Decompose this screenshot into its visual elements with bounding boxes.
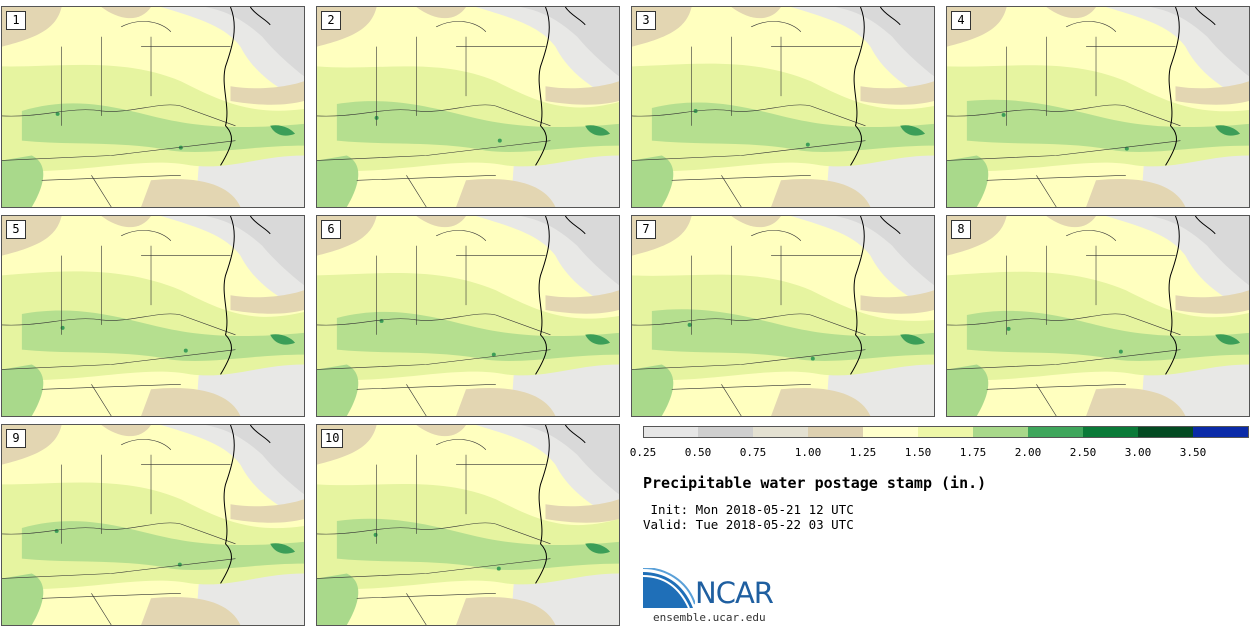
colorbar-swatch [1083, 426, 1139, 438]
stamp-number: 8 [951, 220, 971, 239]
colorbar-swatch [918, 426, 974, 438]
colorbar-tick-label: 1.25 [849, 446, 877, 459]
stamp-panel: 6 [316, 215, 620, 417]
colorbar-tick-label: 3.50 [1179, 446, 1207, 459]
ncar-logo-text: NCAR [695, 576, 774, 610]
stamp-panel: 3 [631, 6, 935, 208]
colorbar-tick-label: 0.25 [629, 446, 657, 459]
figure-title: Precipitable water postage stamp (in.) [643, 474, 987, 492]
stamp-number: 2 [321, 11, 341, 30]
precip-water-map [632, 7, 934, 207]
stamp-panel: 2 [316, 6, 620, 208]
ncar-swoosh-icon [642, 567, 696, 609]
colorbar-tick-label: 0.50 [684, 446, 712, 459]
colorbar-tick-label: 1.00 [794, 446, 822, 459]
colorbar-swatch [808, 426, 864, 438]
colorbar-tick-label: 1.50 [904, 446, 932, 459]
precip-water-map [317, 425, 619, 625]
logo-url: ensemble.ucar.edu [653, 611, 766, 624]
init-time: Init: Mon 2018-05-21 12 UTC [643, 502, 854, 517]
stamp-number: 1 [6, 11, 26, 30]
stamp-panel: 9 [1, 424, 305, 626]
precip-water-map [317, 7, 619, 207]
stamp-number: 7 [636, 220, 656, 239]
colorbar-swatch [698, 426, 754, 438]
stamp-panel: 7 [631, 215, 935, 417]
colorbar-swatch [753, 426, 809, 438]
stamp-number: 5 [6, 220, 26, 239]
precip-water-map [947, 7, 1249, 207]
stamp-number: 10 [321, 429, 344, 448]
precip-water-map [632, 216, 934, 416]
stamp-number: 9 [6, 429, 26, 448]
colorbar-tick-label: 3.00 [1124, 446, 1152, 459]
stamp-number: 4 [951, 11, 971, 30]
stamp-panel: 8 [946, 215, 1250, 417]
colorbar-swatch [643, 426, 699, 438]
stamp-number: 3 [636, 11, 656, 30]
valid-time: Valid: Tue 2018-05-22 03 UTC [643, 517, 854, 532]
colorbar-tick-label: 2.00 [1014, 446, 1042, 459]
colorbar-swatch [1193, 426, 1249, 438]
stamp-number: 6 [321, 220, 341, 239]
precip-water-map [317, 216, 619, 416]
colorbar-tick-label: 1.75 [959, 446, 987, 459]
stamp-panel: 4 [946, 6, 1250, 208]
precip-water-map [2, 7, 304, 207]
colorbar-swatch [1138, 426, 1194, 438]
colorbar-swatch [863, 426, 919, 438]
stamp-panel: 1 [1, 6, 305, 208]
ncar-logo: NCAR ensemble.ucar.edu [642, 567, 793, 624]
colorbar-tick-label: 2.50 [1069, 446, 1097, 459]
stamp-panel: 5 [1, 215, 305, 417]
precip-water-map [947, 216, 1249, 416]
stamp-panel: 10 [316, 424, 620, 626]
colorbar-swatch [1028, 426, 1084, 438]
colorbar-tick-label: 0.75 [739, 446, 767, 459]
colorbar-legend: 0.25 0.50 0.75 1.00 1.25 1.50 1.75 2.00 2.50 3.00… [630, 426, 1249, 460]
precip-water-map [2, 425, 304, 625]
colorbar-swatch [973, 426, 1029, 438]
precip-water-map [2, 216, 304, 416]
